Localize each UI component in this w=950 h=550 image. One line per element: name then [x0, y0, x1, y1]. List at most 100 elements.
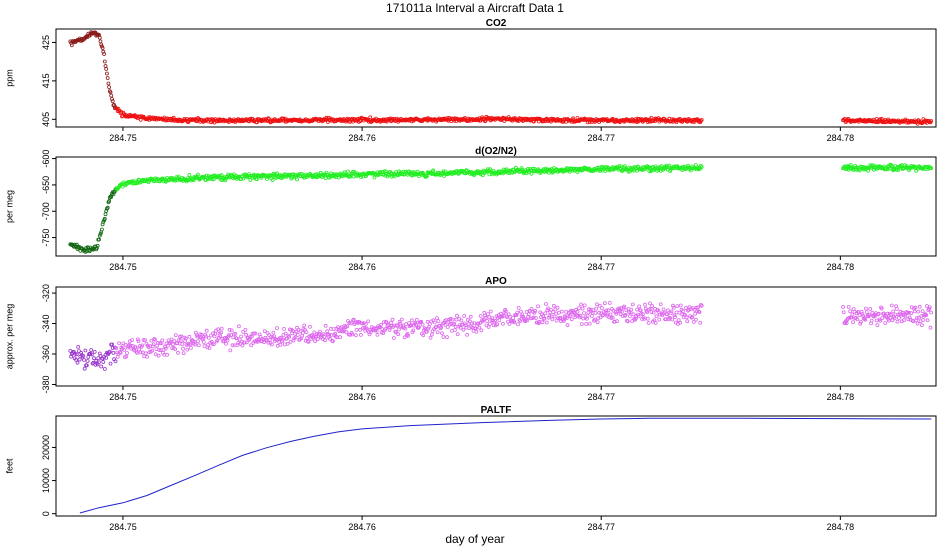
data-point [657, 317, 662, 322]
data-point [375, 332, 380, 337]
data-point [97, 237, 101, 242]
data-point [275, 326, 279, 331]
data-point [308, 119, 313, 123]
data-point [312, 330, 317, 335]
data-point [135, 350, 140, 355]
data-point [421, 333, 426, 338]
data-point [899, 313, 903, 318]
data-point [95, 246, 99, 250]
y-tick-label: -750 [41, 229, 51, 247]
data-point [477, 325, 482, 330]
data-point [559, 309, 564, 314]
data-point [544, 320, 549, 325]
data-point [584, 322, 589, 326]
data-point [564, 316, 569, 321]
data-point [396, 332, 401, 337]
data-point [361, 326, 365, 330]
data-point [395, 324, 400, 328]
data-point [419, 319, 424, 324]
data-point [117, 341, 121, 346]
data-point [266, 116, 271, 121]
data-point [562, 318, 566, 323]
data-point [120, 347, 124, 352]
data-point [115, 106, 119, 111]
data-point [314, 334, 319, 339]
data-point [248, 334, 253, 339]
data-point [699, 118, 704, 122]
data-point [895, 319, 900, 324]
data-point [455, 171, 460, 176]
data-point [327, 332, 332, 337]
data-point [916, 309, 921, 314]
data-point [851, 320, 855, 325]
data-point [697, 310, 702, 315]
data-point [699, 302, 703, 307]
data-point [153, 337, 157, 342]
data-point [552, 314, 557, 319]
data-point [693, 311, 698, 316]
data-point [920, 323, 924, 328]
data-point [645, 316, 650, 321]
data-point [196, 343, 201, 348]
data-point [478, 170, 482, 175]
data-point [428, 335, 433, 340]
data-point [386, 325, 391, 330]
data-point [902, 318, 906, 323]
data-point [462, 321, 467, 326]
data-point [450, 317, 455, 322]
data-point [454, 317, 459, 322]
data-point [587, 321, 592, 326]
data-point [577, 306, 581, 311]
data-point [635, 312, 640, 317]
data-point [315, 332, 320, 336]
data-point [507, 321, 512, 326]
data-point [195, 334, 200, 339]
data-point [248, 178, 253, 182]
data-point [129, 346, 134, 351]
data-point [448, 316, 453, 321]
data-point [378, 325, 383, 329]
data-point [549, 307, 553, 312]
panel-title: PALTF [481, 405, 512, 416]
data-point [855, 317, 860, 322]
data-point [689, 168, 693, 173]
data-point [363, 321, 368, 326]
data-point [186, 342, 190, 347]
data-point [861, 313, 865, 318]
data-point [684, 305, 688, 310]
data-point [598, 315, 603, 320]
data-point [224, 341, 228, 346]
data-point [613, 166, 618, 170]
data-point [673, 315, 677, 319]
data-point [610, 315, 615, 320]
data-point [897, 315, 901, 320]
data-point [79, 350, 83, 355]
data-point [223, 178, 228, 183]
data-point [626, 169, 631, 174]
data-point [883, 321, 888, 325]
data-point [622, 304, 627, 309]
data-point [928, 325, 933, 330]
data-point [185, 178, 190, 182]
data-point [485, 167, 490, 172]
data-point [910, 318, 915, 323]
data-point [414, 172, 419, 177]
data-point [186, 176, 190, 181]
data-point [384, 169, 388, 174]
data-point [631, 312, 636, 317]
data-point [295, 177, 299, 182]
data-point [580, 306, 585, 311]
data-point [868, 306, 873, 311]
data-point [229, 328, 234, 333]
data-point [595, 302, 599, 307]
y-tick-label: 425 [41, 35, 51, 50]
data-point [224, 175, 229, 180]
data-point [175, 341, 180, 346]
panel-apo: APO 284.75 284.76 284.77 284.78 -380 -360 -340 -… [4, 276, 937, 402]
data-point [285, 341, 290, 346]
data-point [885, 311, 890, 316]
data-point [695, 309, 700, 314]
data-point [920, 309, 925, 314]
data-point [850, 312, 855, 317]
data-point [478, 321, 482, 325]
